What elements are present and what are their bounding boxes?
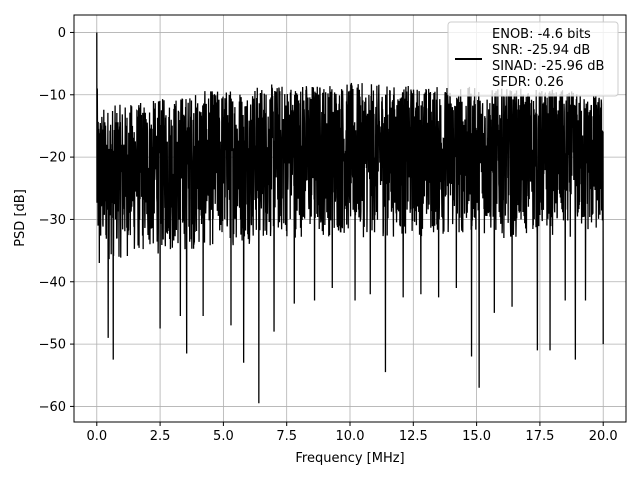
x-tick-label: 7.5 (276, 429, 297, 444)
x-axis-label: Frequency [MHz] (295, 451, 404, 466)
y-tick-label: 0 (58, 26, 66, 41)
x-tick-label: 20.0 (589, 429, 618, 444)
legend-line-snr: SNR: -25.94 dB (492, 43, 590, 58)
y-tick-label: −30 (39, 213, 66, 228)
legend-line-sinad: SINAD: -25.96 dB (492, 59, 604, 74)
y-tick-label: −60 (39, 400, 66, 415)
y-tick-label: −20 (39, 151, 66, 166)
y-tick-label: −50 (39, 338, 66, 353)
y-axis-ticks: 0 −10 −20 −30 −40 −50 −60 (39, 26, 74, 415)
series-layer (96, 32, 604, 404)
x-tick-label: 15.0 (462, 429, 491, 444)
x-tick-label: 2.5 (150, 429, 171, 444)
y-tick-label: −10 (39, 88, 66, 103)
x-axis-ticks: 0.0 2.5 5.0 7.5 10.0 12.5 15.0 17.5 20.0 (86, 422, 618, 444)
psd-series-line (96, 32, 604, 404)
x-tick-label: 5.0 (213, 429, 234, 444)
y-axis-label: PSD [dB] (13, 189, 28, 247)
legend: ENOB: -4.6 bits SNR: -25.94 dB SINAD: -2… (447, 21, 619, 97)
x-tick-label: 10.0 (336, 429, 365, 444)
legend-line-sfdr: SFDR: 0.26 (492, 75, 564, 90)
x-tick-label: 17.5 (525, 429, 554, 444)
y-tick-label: −40 (39, 275, 66, 290)
legend-line-enob: ENOB: -4.6 bits (492, 27, 591, 42)
x-tick-label: 12.5 (399, 429, 428, 444)
legend-box (447, 21, 619, 97)
x-tick-label: 0.0 (86, 429, 107, 444)
